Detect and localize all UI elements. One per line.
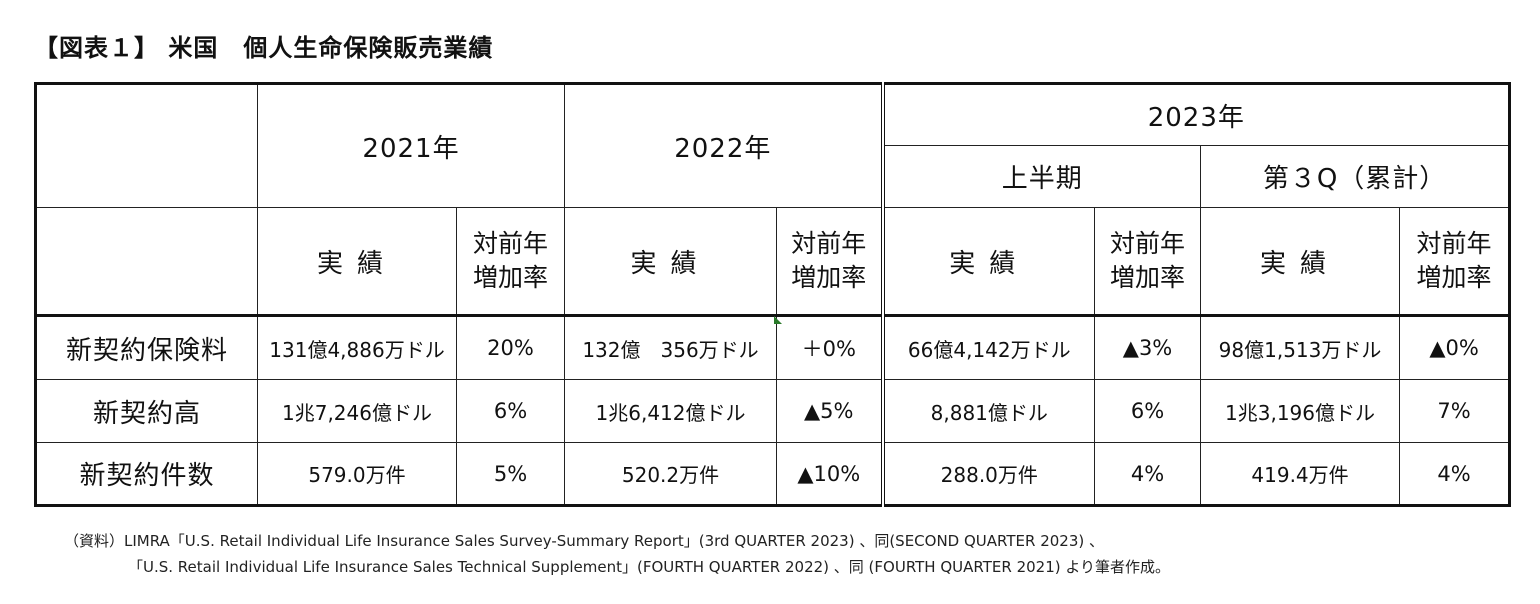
year-2021-header: 2021年 — [256, 82, 566, 208]
first-half-header: 上半期 — [880, 145, 1202, 208]
year-2022-header: 2022年 — [564, 82, 884, 208]
sales-table: 2021年 2022年 2023年 上半期 第３Q（累計） 実績 対前年 増加率 … — [34, 82, 1512, 507]
row-label: 新契約件数 — [34, 442, 258, 507]
yoy-rate-header: 対前年 増加率 — [1094, 207, 1202, 316]
rate-cell: 4% — [1399, 442, 1512, 507]
year-2023-header: 2023年 — [880, 82, 1512, 146]
rate-cell: ▲5% — [776, 379, 884, 443]
value-cell: 1兆6,412億ドル — [564, 379, 778, 443]
rate-cell: 6% — [1094, 379, 1202, 443]
yoy-rate-header: 対前年 増加率 — [1399, 207, 1512, 316]
rate-line2: 増加率 — [473, 263, 549, 292]
value-cell: 1兆7,246億ドル — [257, 379, 457, 443]
rate-cell: ＋0% — [776, 314, 884, 380]
yoy-rate-header: 対前年 増加率 — [776, 207, 884, 316]
source-note-line2: 「U.S. Retail Individual Life Insurance S… — [128, 558, 1171, 576]
q3-cumulative-header: 第３Q（累計） — [1200, 145, 1512, 208]
rate-cell: ▲0% — [1399, 314, 1512, 380]
rate-line2: 増加率 — [791, 263, 867, 292]
figure-title: 【図表１】 米国 個人生命保険販売業績 — [34, 34, 494, 62]
rate-cell: 20% — [455, 314, 566, 380]
value-cell: 66億4,142万ドル — [880, 314, 1096, 380]
rate-cell: 4% — [1094, 442, 1202, 507]
rate-cell: ▲3% — [1094, 314, 1202, 380]
cell-comment-marker — [774, 316, 782, 324]
rate-line1: 対前年 — [1110, 229, 1186, 258]
rate-line2: 増加率 — [1110, 263, 1186, 292]
row-label: 新契約保険料 — [34, 314, 258, 380]
value-cell: 1兆3,196億ドル — [1200, 379, 1401, 443]
rate-line1: 対前年 — [1416, 229, 1492, 258]
table-row: 新契約保険料 131億4,886万ドル 20% 132億 356万ドル ＋0% … — [34, 314, 1512, 380]
value-cell: 520.2万件 — [564, 442, 778, 507]
rate-cell: 7% — [1399, 379, 1512, 443]
source-note-line1: （資料）LIMRA「U.S. Retail Individual Life In… — [64, 532, 1105, 550]
rate-line1: 対前年 — [473, 229, 549, 258]
corner-cell-lower — [34, 207, 258, 316]
rate-line2: 増加率 — [1416, 263, 1492, 292]
table-row: 新契約高 1兆7,246億ドル 6% 1兆6,412億ドル ▲5% 8,881億… — [34, 379, 1512, 443]
row-label: 新契約高 — [34, 379, 258, 443]
rate-cell: 6% — [455, 379, 566, 443]
yoy-rate-header: 対前年 増加率 — [455, 207, 566, 316]
corner-cell — [34, 82, 258, 208]
value-cell: 131億4,886万ドル — [257, 314, 457, 380]
rate-cell: 5% — [455, 442, 566, 507]
actual-header: 実績 — [564, 207, 778, 316]
actual-header: 実績 — [1200, 207, 1401, 316]
value-cell: 8,881億ドル — [880, 379, 1096, 443]
actual-header: 実績 — [880, 207, 1096, 316]
value-cell: 98億1,513万ドル — [1200, 314, 1401, 380]
rate-line1: 対前年 — [791, 229, 867, 258]
rate-cell: ▲10% — [776, 442, 884, 507]
value-cell: 419.4万件 — [1200, 442, 1401, 507]
value-cell: 579.0万件 — [257, 442, 457, 507]
table-row: 新契約件数 579.0万件 5% 520.2万件 ▲10% 288.0万件 4%… — [34, 442, 1512, 507]
value-cell: 132億 356万ドル — [564, 314, 778, 380]
actual-header: 実績 — [257, 207, 457, 316]
value-cell: 288.0万件 — [880, 442, 1096, 507]
